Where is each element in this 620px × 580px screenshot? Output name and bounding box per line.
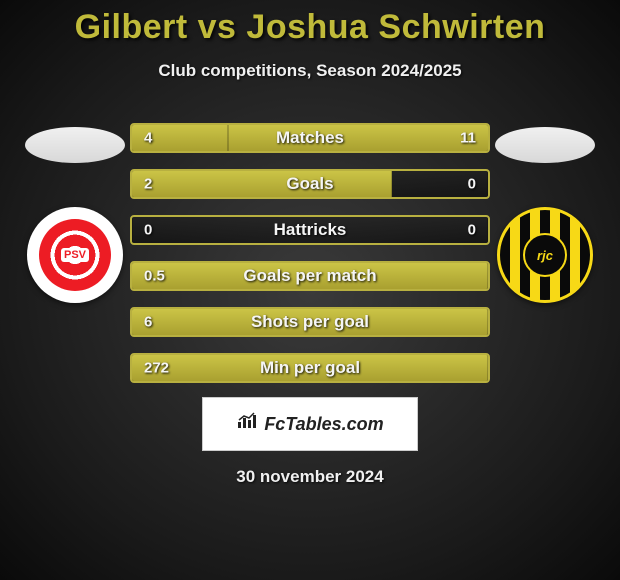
bar-fill-right [228, 125, 488, 151]
stat-row-goals-per-match: 0.5 Goals per match [130, 261, 490, 291]
stat-value-left: 6 [144, 314, 152, 331]
club-logo-right: rjc [497, 207, 593, 303]
player-right-avatar [495, 127, 595, 163]
stat-row-hattricks: 0 Hattricks 0 [130, 215, 490, 245]
stat-row-goals: 2 Goals 0 [130, 169, 490, 199]
stat-value-right: 0 [468, 222, 476, 239]
comparison-subtitle: Club competitions, Season 2024/2025 [0, 61, 620, 81]
stat-row-min-per-goal: 272 Min per goal [130, 353, 490, 383]
stat-label: Min per goal [260, 358, 360, 378]
stat-label: Goals [286, 174, 333, 194]
bar-fill-left [132, 217, 133, 243]
stat-label: Shots per goal [251, 312, 369, 332]
stats-bars: 4 Matches 11 2 Goals 0 0 Hattricks 0 0.5… [130, 123, 490, 383]
stat-value-left: 0 [144, 222, 152, 239]
comparison-date: 30 november 2024 [0, 467, 620, 487]
stat-row-matches: 4 Matches 11 [130, 123, 490, 153]
brand-text: FcTables.com [264, 414, 383, 435]
stat-value-right: 11 [460, 130, 476, 147]
brand-footer[interactable]: FcTables.com [202, 397, 418, 451]
psv-badge-icon [39, 219, 111, 291]
roda-badge-icon: rjc [523, 233, 567, 277]
bar-fill-right [487, 217, 488, 243]
main-area: 4 Matches 11 2 Goals 0 0 Hattricks 0 0.5… [0, 123, 620, 383]
chart-icon [236, 412, 258, 436]
stat-label: Goals per match [243, 266, 376, 286]
bar-fill-right [487, 171, 488, 197]
bar-fill-left [132, 171, 392, 197]
stat-value-right: 0 [468, 176, 476, 193]
player-left-column [20, 123, 130, 303]
player-left-avatar [25, 127, 125, 163]
comparison-title: Gilbert vs Joshua Schwirten [0, 0, 620, 47]
stat-label: Matches [276, 128, 344, 148]
club-logo-left [27, 207, 123, 303]
stat-label: Hattricks [274, 220, 347, 240]
stat-value-left: 2 [144, 176, 152, 193]
stat-row-shots-per-goal: 6 Shots per goal [130, 307, 490, 337]
stat-value-left: 272 [144, 360, 169, 377]
stat-value-left: 4 [144, 130, 152, 147]
stat-value-left: 0.5 [144, 268, 165, 285]
player-right-column: rjc [490, 123, 600, 303]
